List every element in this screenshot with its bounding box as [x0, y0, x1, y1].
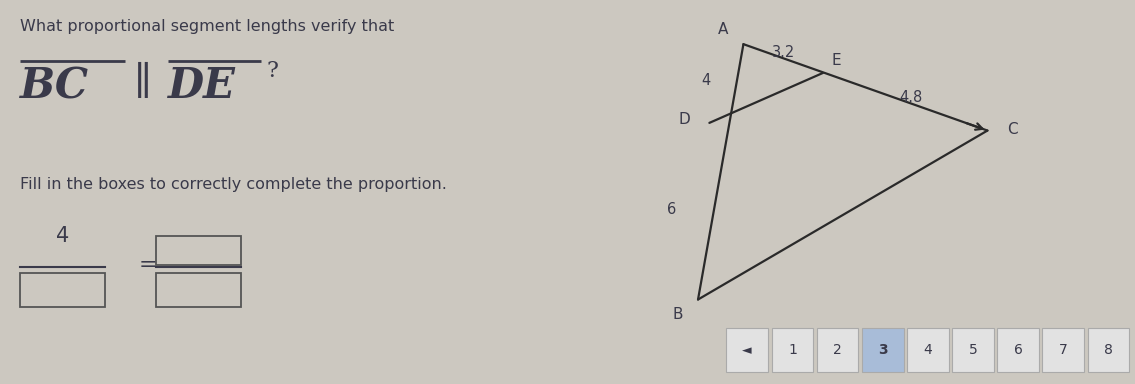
Bar: [726, 328, 768, 372]
Text: 6: 6: [667, 202, 676, 217]
Text: 6: 6: [1014, 343, 1023, 358]
Text: D: D: [679, 111, 690, 127]
Text: Fill in the boxes to correctly complete the proportion.: Fill in the boxes to correctly complete …: [20, 177, 447, 192]
Text: 8: 8: [1104, 343, 1113, 358]
Text: B: B: [672, 307, 683, 323]
Text: 7: 7: [1059, 343, 1068, 358]
Text: 4.8: 4.8: [900, 90, 923, 106]
Bar: [155, 236, 241, 265]
Text: A: A: [717, 22, 729, 37]
Bar: [817, 328, 858, 372]
Text: 4: 4: [56, 226, 69, 246]
Text: C: C: [1007, 122, 1018, 137]
Text: DE: DE: [168, 65, 236, 107]
Text: BC: BC: [20, 65, 90, 107]
Bar: [772, 328, 814, 372]
Text: ?: ?: [267, 60, 278, 81]
Bar: [20, 273, 104, 307]
Text: 4: 4: [924, 343, 932, 358]
Text: 3: 3: [877, 343, 888, 358]
Text: 1: 1: [788, 343, 797, 358]
Bar: [952, 328, 994, 372]
Text: 5: 5: [968, 343, 977, 358]
Text: 2: 2: [833, 343, 842, 358]
Text: =: =: [138, 255, 157, 275]
Text: E: E: [832, 53, 841, 68]
Text: 4: 4: [701, 73, 711, 88]
Bar: [998, 328, 1039, 372]
Text: 3.2: 3.2: [772, 45, 794, 61]
Text: ∥: ∥: [134, 65, 152, 102]
Bar: [907, 328, 949, 372]
Bar: [155, 273, 241, 307]
Text: What proportional segment lengths verify that: What proportional segment lengths verify…: [20, 19, 395, 34]
Bar: [1087, 328, 1129, 372]
Text: ◄: ◄: [742, 344, 753, 357]
Bar: [861, 328, 903, 372]
Bar: [1042, 328, 1084, 372]
